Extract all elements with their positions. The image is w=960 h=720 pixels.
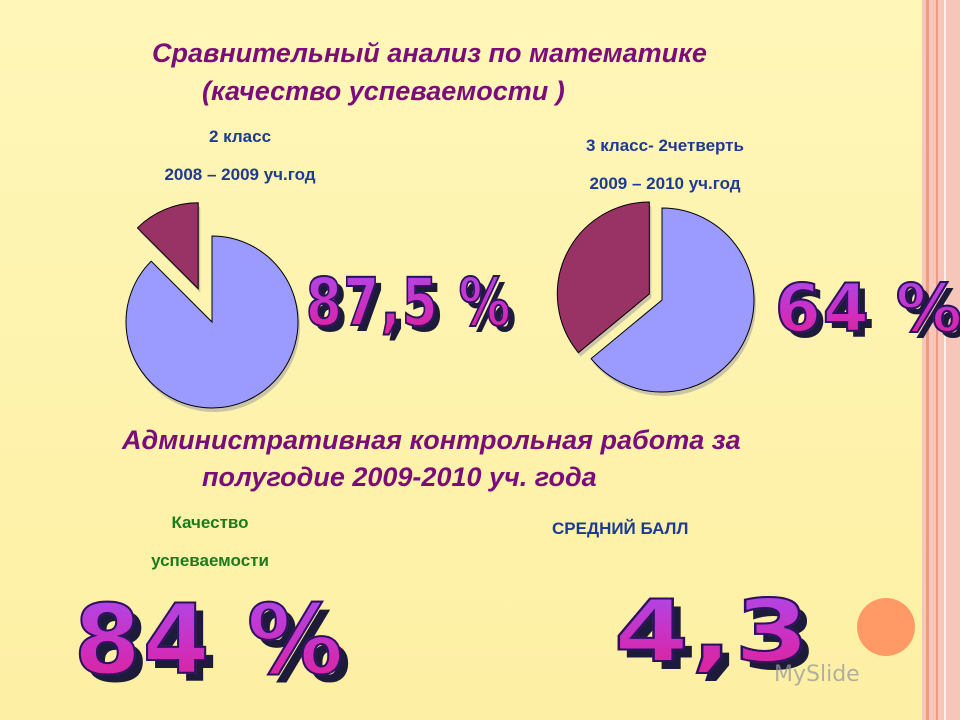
- right-value-shadow: 64 %: [781, 276, 960, 353]
- myslide-watermark: MySlide: [774, 662, 860, 687]
- pie-2-slice-2: [556, 201, 650, 354]
- right-chart-label-class: 3 класс- 2четверть: [586, 136, 744, 155]
- subtitle-line1: Административная контрольная работа за: [122, 425, 741, 455]
- right-value: 64 %: [774, 269, 960, 348]
- left-value: 87,5 %: [305, 263, 512, 342]
- pie-1-slice-2: [136, 202, 199, 290]
- left-value-shadow: 87,5 %: [312, 270, 518, 347]
- pie-2-slice-1: [590, 207, 755, 393]
- left-chart-label-year: 2008 – 2009 уч.год: [164, 165, 316, 184]
- quality-value-shadow: 84 %: [82, 592, 353, 704]
- quality-value: 84 %: [73, 583, 346, 697]
- accent-circle: [857, 598, 915, 656]
- right-border-line-2: [936, 0, 938, 720]
- average-score-value: 4,3: [613, 581, 812, 683]
- slide-title-line1: Сравнительный анализ по математике: [152, 38, 707, 68]
- right-border-line-1: [926, 0, 929, 720]
- pie-1-slice-1: [125, 235, 299, 409]
- slide-title-line2: (качество успеваемости ): [202, 76, 565, 106]
- average-score-value-shadow: 4,3: [622, 590, 820, 690]
- right-chart-label-year: 2009 – 2010 уч.год: [589, 174, 741, 193]
- quality-label-line1: Качество: [171, 513, 249, 532]
- right-border-line-3: [944, 0, 946, 720]
- quality-label-line2: успеваемости: [151, 551, 269, 570]
- subtitle-line2: полугодие 2009-2010 уч. года: [202, 462, 597, 492]
- left-chart-label-class: 2 класс: [208, 127, 272, 146]
- average-score-label: СРЕДНИЙ БАЛЛ: [552, 519, 689, 538]
